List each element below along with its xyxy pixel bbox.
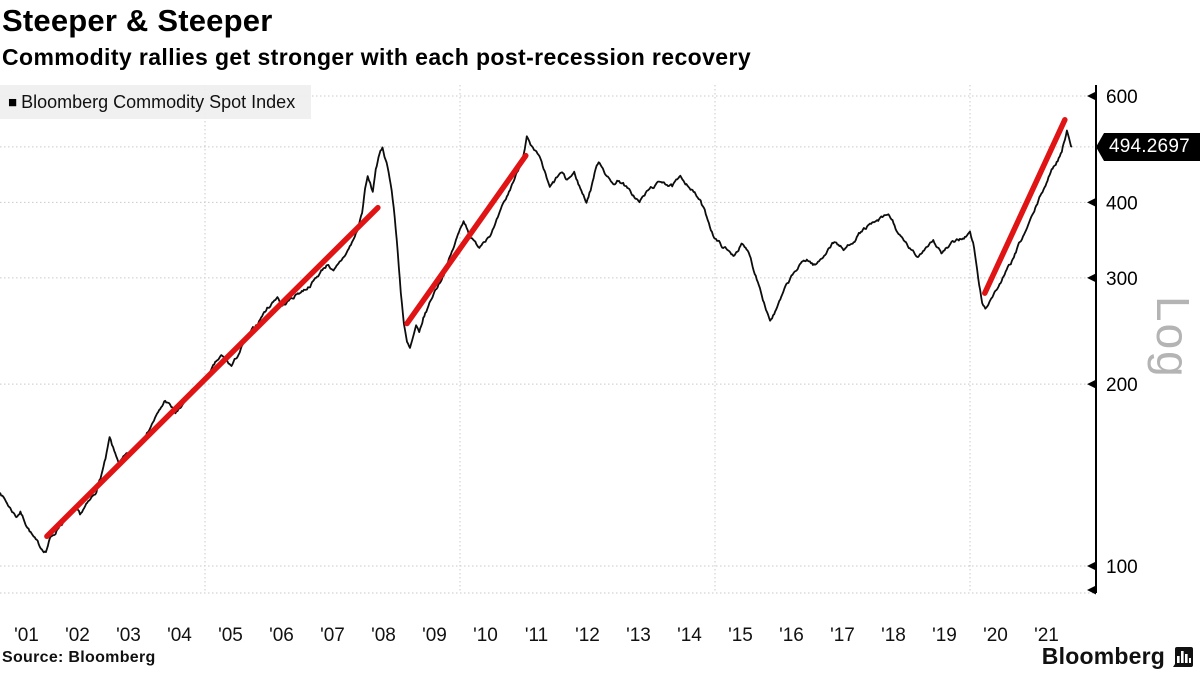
- x-tick-label: '13: [626, 625, 651, 646]
- y-axis-end-tick: [1087, 585, 1096, 595]
- x-tick-label: '03: [116, 625, 141, 646]
- x-tick-label: '17: [830, 625, 855, 646]
- bloomberg-logo: Bloomberg: [1042, 643, 1194, 670]
- x-tick-label: '05: [218, 625, 243, 646]
- y-axis-tick: [1087, 379, 1096, 389]
- y-axis-scale-label: Log: [1147, 296, 1199, 379]
- x-tick-label: '01: [14, 625, 39, 646]
- y-tick-label: 200: [1106, 375, 1138, 396]
- x-tick-label: '02: [65, 625, 90, 646]
- x-tick-label: '07: [320, 625, 345, 646]
- x-tick-label: '04: [167, 625, 192, 646]
- trend-line: [982, 117, 1068, 296]
- x-tick-label: '09: [422, 625, 447, 646]
- y-axis-tick: [1087, 273, 1096, 283]
- chart-subtitle: Commodity rallies get stronger with each…: [2, 44, 752, 70]
- y-tick-label: 400: [1106, 193, 1138, 214]
- x-tick-label: '11: [525, 625, 548, 646]
- source-credit: Source: Bloomberg: [2, 649, 156, 666]
- bloomberg-logo-text: Bloomberg: [1041, 643, 1165, 669]
- last-price-value: 494.2697: [1109, 136, 1190, 157]
- trend-line: [44, 204, 381, 540]
- x-tick-label: '08: [371, 625, 396, 646]
- x-tick-label: '21: [1034, 625, 1059, 646]
- y-axis-tick: [1087, 561, 1096, 571]
- x-tick-label: '06: [269, 625, 294, 646]
- y-tick-label: 100: [1106, 557, 1138, 578]
- y-tick-label: 600: [1106, 87, 1138, 108]
- price-line: [0, 129, 1073, 554]
- x-tick-label: '14: [677, 625, 702, 646]
- last-price-badge: 494.2697: [1096, 133, 1200, 161]
- y-axis-tick: [1087, 91, 1096, 101]
- legend: ■ Bloomberg Commodity Spot Index: [0, 85, 312, 119]
- legend-series-label: Bloomberg Commodity Spot Index: [21, 91, 296, 112]
- page-title: Steeper & Steeper: [2, 3, 273, 38]
- x-tick-label: '15: [728, 625, 753, 646]
- x-tick-label: '20: [983, 625, 1008, 646]
- y-tick-label: 300: [1106, 269, 1138, 290]
- legend-series-marker-icon: ■: [8, 93, 18, 111]
- y-axis-tick: [1087, 197, 1096, 207]
- trend-line: [404, 152, 529, 327]
- x-tick-label: '10: [473, 625, 498, 646]
- x-tick-label: '18: [881, 625, 906, 646]
- x-tick-label: '16: [779, 625, 804, 646]
- bloomberg-terminal-icon: [1173, 646, 1193, 667]
- x-tick-label: '19: [932, 625, 957, 646]
- x-tick-label: '12: [575, 625, 600, 646]
